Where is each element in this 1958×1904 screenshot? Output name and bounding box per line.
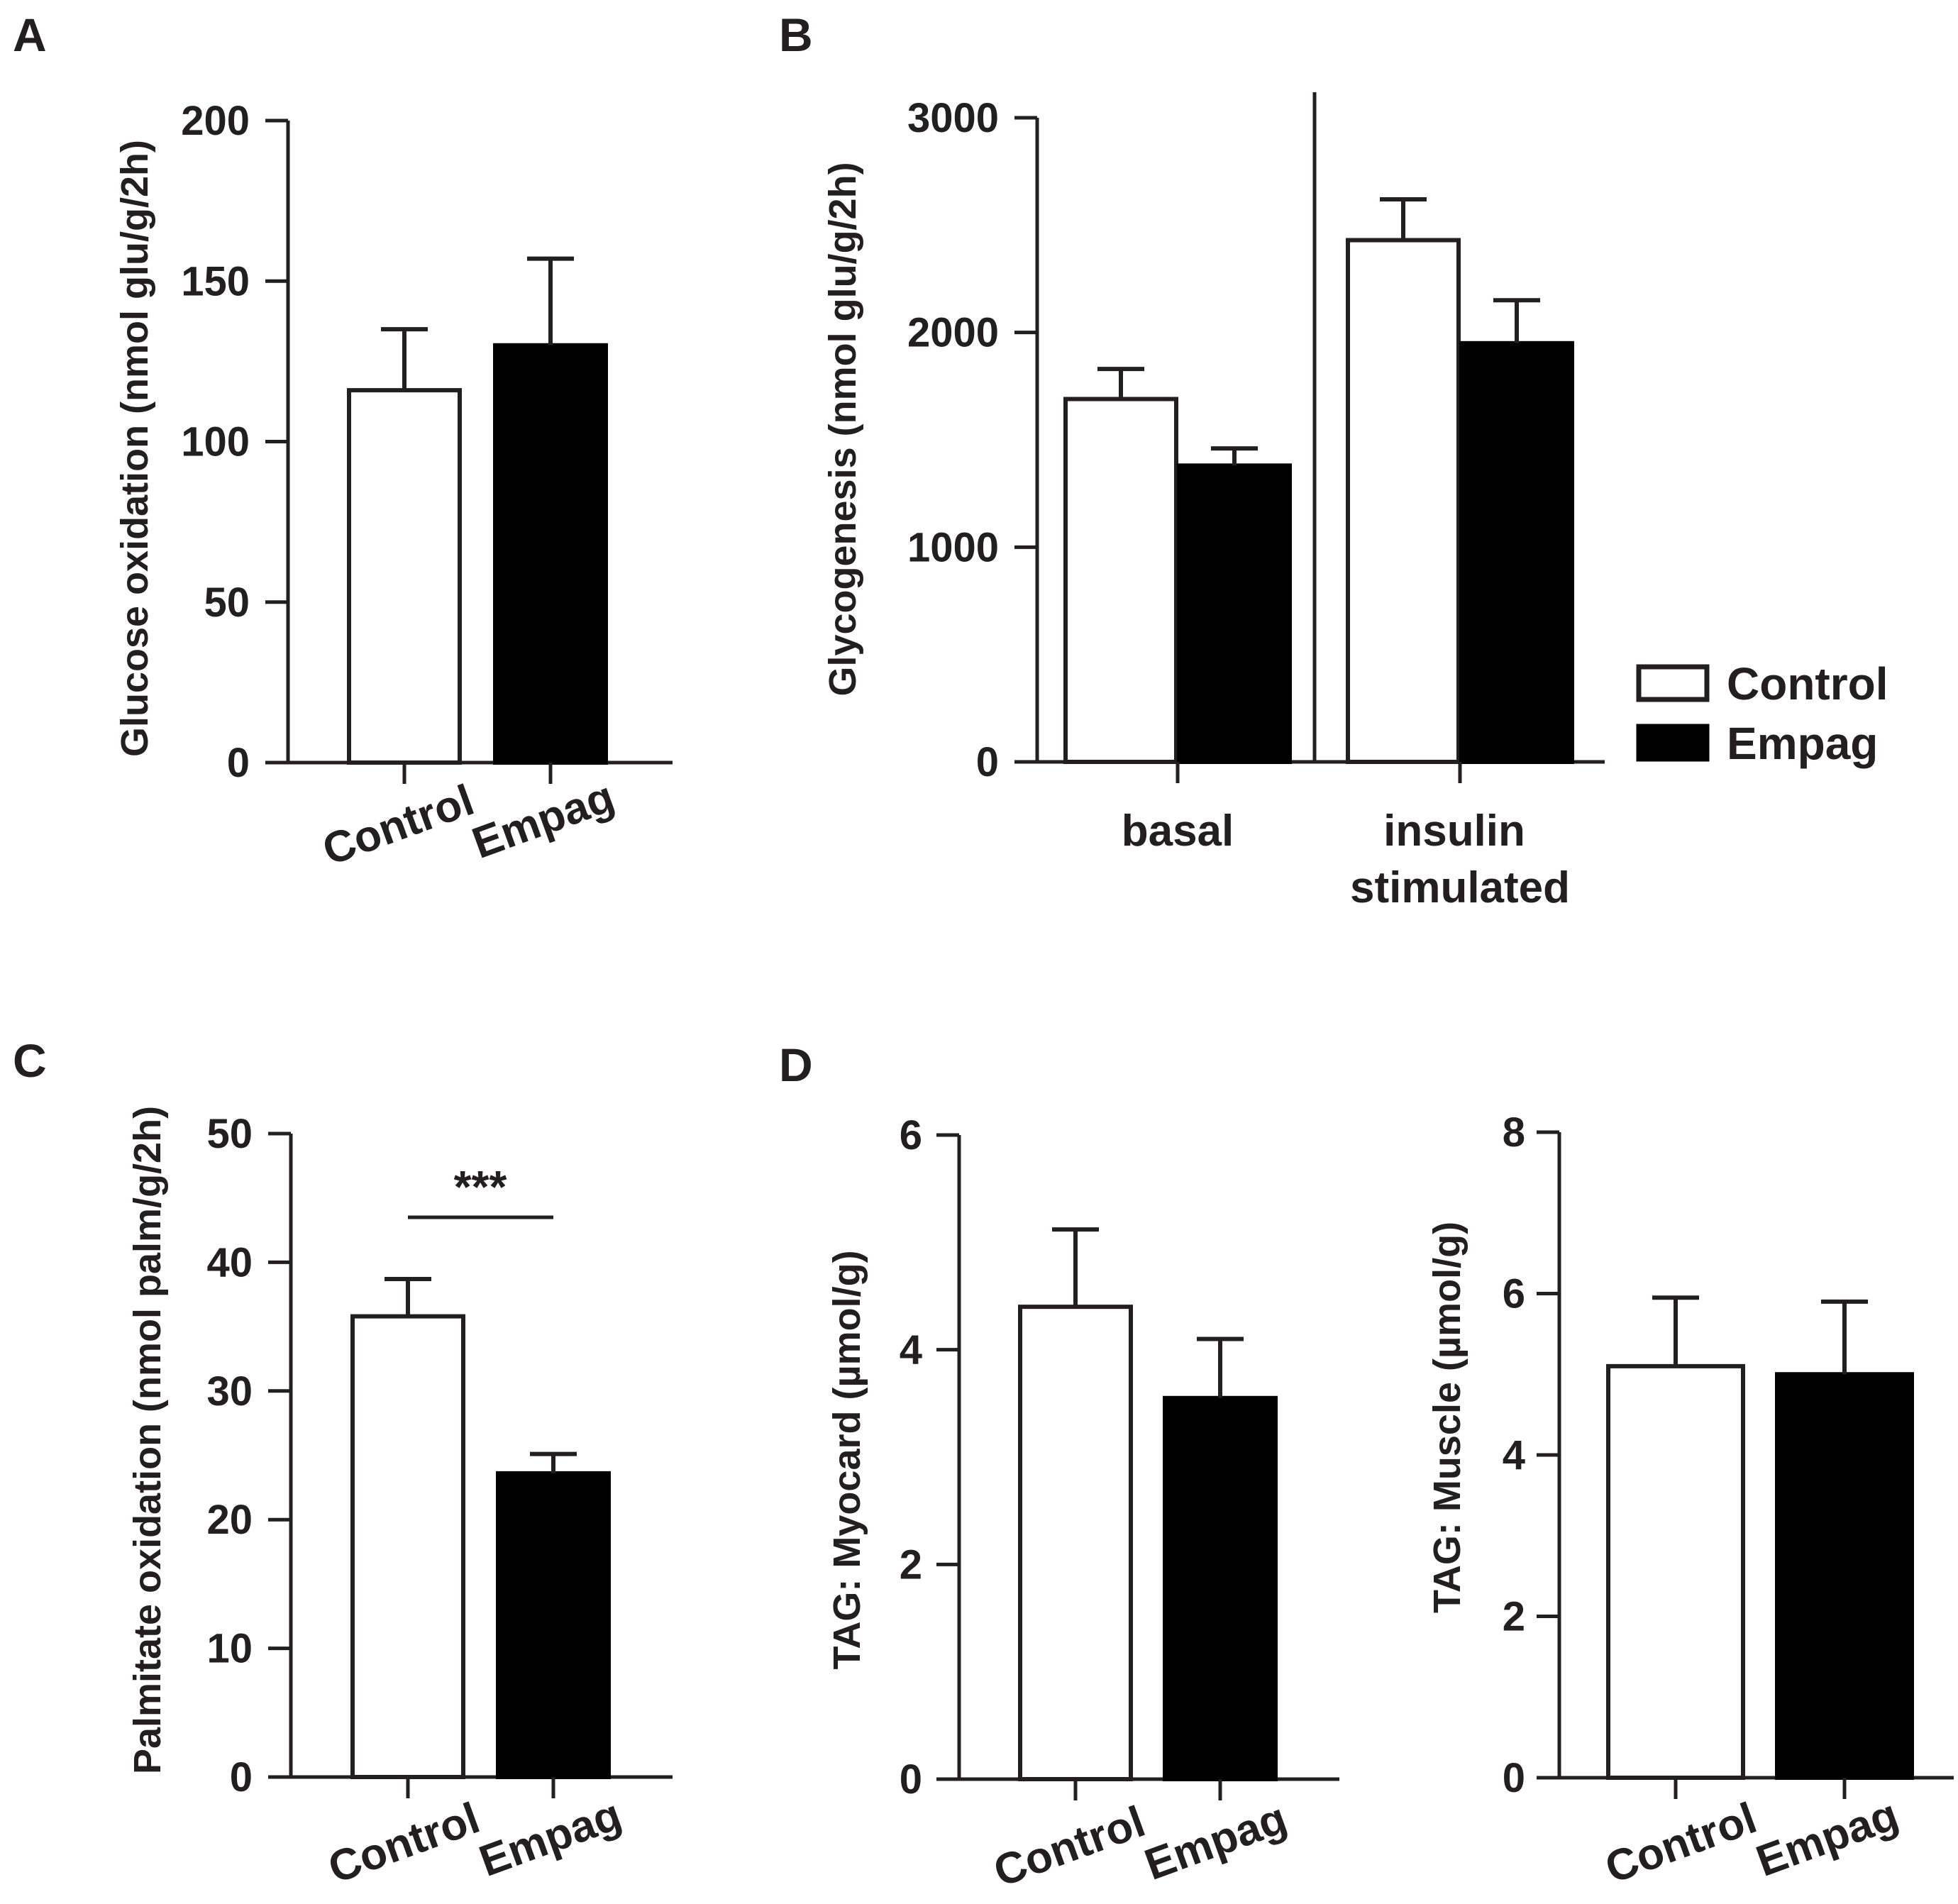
y-tick-label: 50 [206, 1111, 253, 1157]
y-tick-label: 2000 [907, 310, 999, 356]
xlabel-b-insulin-line1: insulin [1383, 807, 1525, 856]
error-bar-d2-control [1652, 1295, 1699, 1366]
panel-a: A Glucose oxidation (nmol glu/g/2h) 0 50 1… [13, 9, 673, 875]
error-bar-a-empag [527, 256, 574, 345]
y-tick-label: 10 [206, 1626, 253, 1672]
xlabel-d1-empag: Empag [1139, 1793, 1293, 1890]
xlabel-d2-control: Control [1599, 1793, 1763, 1893]
y-tick-label: 40 [206, 1239, 253, 1285]
ylabel-b: Glycogenesis (nmol glu/g/2h) [822, 162, 864, 696]
panel-letter-b: B [779, 9, 813, 61]
error-bar-d1-control [1052, 1227, 1099, 1307]
bar-d1-control [1018, 1305, 1133, 1781]
ylabel-d2: TAG: Muscle (µmol/g) [1426, 1222, 1468, 1613]
error-bar-d1-empag [1197, 1336, 1244, 1398]
error-bar-a-control [381, 327, 428, 391]
y-tick-label: 20 [206, 1497, 253, 1543]
error-bar-d2-empag [1821, 1299, 1868, 1375]
panel-letter-c: C [13, 1034, 47, 1087]
bar-d1-empag [1163, 1395, 1278, 1782]
y-tick-label: 4 [1503, 1432, 1525, 1478]
bar-a-control [347, 388, 462, 765]
error-bar-b-insulin-control [1380, 197, 1427, 240]
y-tick-label: 2 [900, 1542, 922, 1588]
ylabel-a: Glucose oxidation (nmol glu/g/2h) [114, 140, 156, 757]
bar-a-empag [493, 343, 608, 765]
legend-label-empag: Empag [1727, 718, 1878, 769]
bar-b-insulin-empag [1459, 341, 1574, 764]
legend-swatch-empag [1636, 724, 1710, 762]
panel-b: B Glycogenesis (nmol glu/g/2h) 0 1000 2000… [779, 9, 1888, 912]
xlabel-a-empag: Empag [466, 772, 621, 868]
y-tick-label: 30 [206, 1368, 253, 1415]
bar-c-control [350, 1314, 465, 1779]
y-tick-label: 6 [1503, 1271, 1525, 1317]
error-bar-b-basal-empag [1211, 446, 1258, 466]
ylabel-d1: TAG: Myocard (µmol/g) [826, 1250, 868, 1669]
panel-c: C Palmitate oxidation (nmol palm/g/2h) 0… [13, 1034, 673, 1893]
panel-letter-a: A [13, 9, 47, 61]
y-tick-label: 2 [1503, 1594, 1525, 1640]
bar-c-empag [496, 1471, 611, 1779]
ylabel-c: Palmitate oxidation (nmol palm/g/2h) [126, 1106, 169, 1774]
y-ticks-d1: 0 2 4 6 [900, 1112, 959, 1803]
y-tick-label: 8 [1503, 1109, 1525, 1156]
bar-b-basal-empag [1177, 463, 1292, 764]
bar-b-basal-control [1063, 397, 1178, 764]
y-tick-label: 100 [181, 419, 250, 465]
y-tick-label: 6 [900, 1112, 922, 1158]
y-tick-label: 200 [181, 98, 250, 144]
bar-b-insulin-control [1346, 238, 1461, 764]
xlabel-d2-empag: Empag [1750, 1790, 1905, 1886]
xlabel-c-empag: Empag [473, 1790, 628, 1886]
panel-letter-d: D [779, 1039, 813, 1091]
error-bar-b-insulin-empag [1493, 298, 1540, 343]
y-ticks-d2: 0 2 4 6 8 [1503, 1109, 1559, 1801]
y-tick-label: 3000 [907, 95, 999, 141]
significance-label-c: *** [454, 1161, 507, 1212]
y-tick-label: 4 [900, 1327, 922, 1373]
panel-d-myocard: D TAG: Myocard (µmol/g) 0 2 4 6 Control Emp… [779, 1039, 1339, 1897]
legend-label-control: Control [1727, 658, 1888, 709]
y-tick-label: 1000 [907, 524, 999, 570]
y-tick-label: 0 [227, 740, 250, 786]
y-tick-label: 0 [976, 739, 999, 785]
y-tick-label: 0 [230, 1754, 253, 1800]
bar-d2-empag [1775, 1372, 1914, 1780]
y-ticks-b: 0 1000 2000 3000 [907, 95, 1037, 785]
error-bar-b-basal-control [1097, 367, 1144, 399]
y-tick-label: 50 [204, 580, 250, 626]
xlabel-b-insulin-line2: stimulated [1350, 863, 1570, 912]
legend-swatch-control [1636, 664, 1710, 702]
panel-d-muscle: TAG: Muscle (µmol/g) 0 2 4 6 8 Control Empag [1426, 1109, 1954, 1893]
legend: Control Empag [1636, 658, 1888, 769]
xlabel-a-control: Control [316, 775, 480, 875]
y-ticks-c: 0 10 20 30 40 50 [206, 1111, 291, 1800]
xlabel-c-control: Control [322, 1793, 486, 1893]
y-tick-label: 0 [1503, 1755, 1525, 1801]
error-bar-c-empag [530, 1451, 577, 1473]
bar-d2-control [1606, 1363, 1745, 1780]
error-bar-c-control [385, 1276, 431, 1317]
y-ticks-a: 0 50 100 150 200 [181, 98, 288, 786]
xlabel-d1-control: Control [988, 1797, 1151, 1896]
y-tick-label: 0 [900, 1756, 922, 1803]
y-tick-label: 150 [181, 258, 250, 304]
xlabel-b-basal: basal [1122, 807, 1234, 856]
